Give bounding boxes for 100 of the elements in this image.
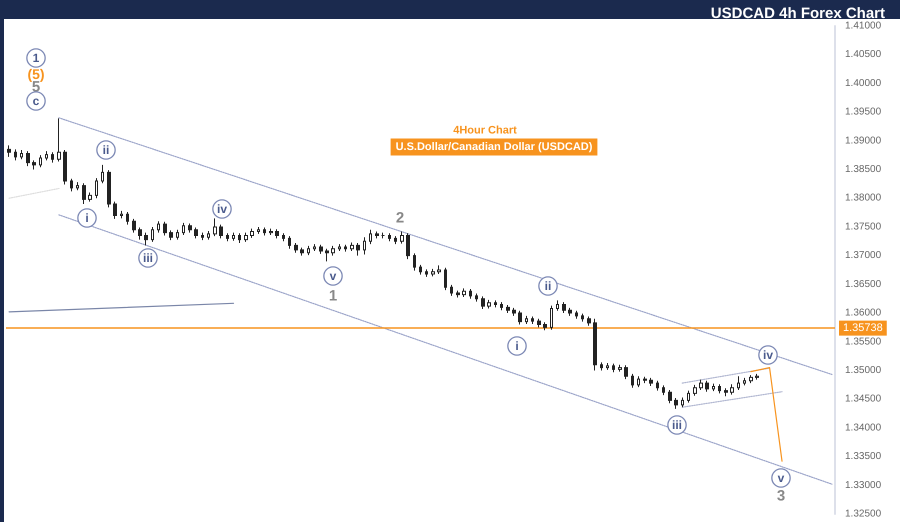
candlestick [587, 316, 591, 326]
candlestick [425, 268, 428, 278]
candlestick [712, 383, 715, 392]
candlestick [26, 150, 30, 167]
candlestick [487, 299, 491, 309]
candlestick [101, 164, 104, 184]
candlestick [63, 150, 67, 185]
y-tick-label: 1.40000 [845, 78, 882, 89]
annotation: U.S.Dollar/Canadian Dollar (USDCAD) [396, 141, 593, 153]
candlestick [282, 232, 285, 242]
candlestick [107, 170, 111, 208]
y-tick-label: 1.38500 [845, 164, 882, 176]
candlestick [755, 373, 759, 380]
candlestick [612, 363, 615, 373]
candlestick [319, 244, 323, 254]
candlestick [581, 313, 584, 322]
annotation: iv [216, 202, 228, 216]
candlestick [294, 242, 298, 254]
candlestick [138, 227, 142, 240]
y-tick-label: 1.34500 [845, 394, 882, 405]
candlestick [207, 230, 210, 240]
candlestick [649, 377, 653, 386]
candlestick [57, 118, 61, 162]
candlestick [531, 316, 534, 324]
candlestick [593, 318, 597, 371]
annotation: v [330, 269, 337, 283]
candlestick [126, 212, 129, 226]
candlestick [494, 300, 497, 308]
y-tick-label: 1.37000 [845, 250, 882, 262]
y-tick-label: 1.35000 [845, 364, 882, 376]
candlestick [275, 228, 279, 239]
candlestick [300, 247, 304, 256]
candlestick [7, 144, 11, 158]
candlestick [394, 236, 397, 245]
candlestick [331, 245, 335, 256]
candlestick [388, 232, 391, 242]
annotation: iii [672, 418, 682, 432]
candlestick [39, 154, 42, 168]
candlestick [575, 310, 578, 320]
annotation: i [85, 211, 89, 225]
y-tick-label: 1.35500 [845, 336, 882, 348]
candlestick [543, 322, 547, 331]
candlestick [431, 268, 435, 277]
y-tick-label: 1.39000 [845, 135, 882, 146]
candlestick [699, 379, 703, 390]
candlestick [743, 377, 746, 386]
annotation: i [515, 339, 519, 353]
candlestick [668, 389, 672, 404]
candlestick [481, 296, 485, 310]
candlestick [413, 252, 416, 272]
annotation: iii [142, 251, 154, 265]
candlestick [500, 302, 503, 311]
candlestick [618, 364, 622, 372]
candlestick [550, 305, 553, 330]
candlestick [556, 300, 559, 312]
annotation: 2 [396, 210, 404, 226]
annotation: 3 [776, 488, 786, 504]
candlestick [356, 242, 360, 256]
annotation: iv [762, 348, 774, 362]
candlestick [176, 229, 179, 240]
candlestick [369, 229, 372, 245]
y-tick-label: 1.33500 [845, 451, 882, 462]
candlestick [250, 228, 254, 238]
candlestick [338, 244, 341, 252]
y-tick-label: 1.37500 [845, 221, 882, 232]
candlestick [120, 210, 123, 219]
y-tick-label: 1.41000 [845, 20, 882, 32]
candlestick [213, 218, 217, 237]
candlestick [82, 182, 86, 204]
candlestick [406, 232, 410, 260]
candlestick [169, 230, 173, 241]
candlestick [562, 302, 566, 314]
candlestick [288, 236, 291, 250]
candlestick [226, 232, 229, 242]
candlestick [456, 290, 460, 298]
candlestick [244, 232, 248, 242]
candlestick [656, 380, 659, 392]
y-tick-label: 1.34000 [845, 422, 882, 434]
candlestick [444, 267, 447, 291]
candlestick [512, 307, 516, 316]
candlestick [257, 226, 260, 234]
candlestick [643, 376, 647, 384]
candlestick [32, 160, 36, 170]
candlestick [705, 380, 709, 392]
y-tick-label: 1.40500 [845, 49, 882, 60]
candlestick [450, 284, 453, 296]
y-tick-label: 1.36500 [845, 278, 882, 290]
candlestick [201, 232, 204, 241]
annotation: v [778, 471, 785, 485]
candlestick [400, 231, 404, 244]
candlestick [76, 182, 79, 191]
y-tick-label: 1.39500 [845, 106, 882, 118]
candlestick [188, 222, 192, 234]
candlestick [238, 232, 241, 244]
candlestick [600, 362, 603, 371]
text: 4Hour Chart [453, 124, 518, 136]
chart-title: USDCAD 4h Forex Chart [710, 5, 886, 22]
annotation: (5) [27, 66, 45, 82]
candlestick [475, 293, 478, 302]
annotation: 1 [328, 288, 338, 304]
